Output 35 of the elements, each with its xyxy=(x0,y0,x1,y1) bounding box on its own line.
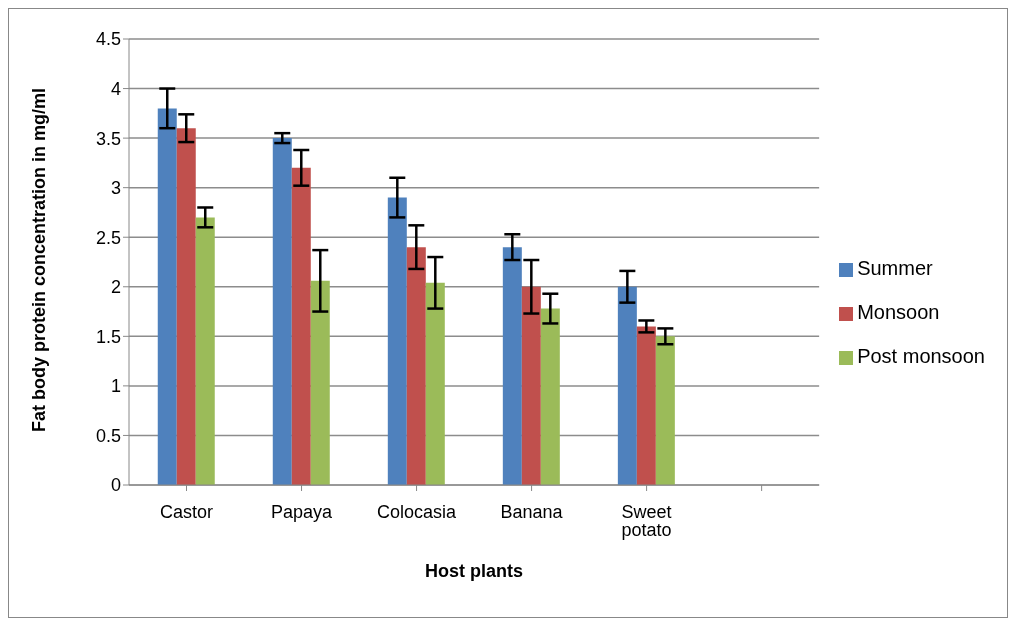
x-tick-label: Castor xyxy=(160,501,214,522)
y-tick-label: 0 xyxy=(110,475,121,496)
bar xyxy=(157,108,177,485)
bar xyxy=(655,336,675,485)
bar xyxy=(406,247,426,485)
x-tick-label: Papaya xyxy=(271,501,334,522)
y-tick-label: 0.5 xyxy=(95,425,121,446)
bar xyxy=(617,286,637,485)
bar xyxy=(502,247,522,485)
y-tick-label: 3 xyxy=(110,178,121,199)
y-axis-title: Fat body protein concentration in mg/ml xyxy=(29,87,50,432)
bar xyxy=(636,326,656,485)
bar xyxy=(272,138,292,485)
bar xyxy=(425,282,445,485)
y-tick-label: 4 xyxy=(110,78,121,99)
y-tick-label: 1 xyxy=(110,376,121,397)
y-tick-label: 3.5 xyxy=(95,128,121,149)
bar xyxy=(310,280,330,485)
legend-label: Monsoon xyxy=(857,301,940,323)
x-tick-label: Sweet potato xyxy=(621,501,672,540)
bar xyxy=(195,217,215,485)
x-axis-title: Host plants xyxy=(425,561,524,581)
bar xyxy=(521,286,541,485)
legend-label: Summer xyxy=(857,257,933,279)
y-tick-label: 2.5 xyxy=(95,227,121,248)
x-tick-label: Banana xyxy=(500,501,564,522)
bar xyxy=(291,167,311,485)
bar xyxy=(540,308,560,485)
bar xyxy=(176,128,196,485)
legend-label: Post monsoon xyxy=(857,345,985,367)
y-tick-label: 2 xyxy=(110,277,121,298)
bar xyxy=(387,197,407,485)
y-tick-label: 1.5 xyxy=(95,326,121,347)
y-tick-label: 4.5 xyxy=(95,29,121,50)
x-tick-label: Colocasia xyxy=(377,501,458,522)
